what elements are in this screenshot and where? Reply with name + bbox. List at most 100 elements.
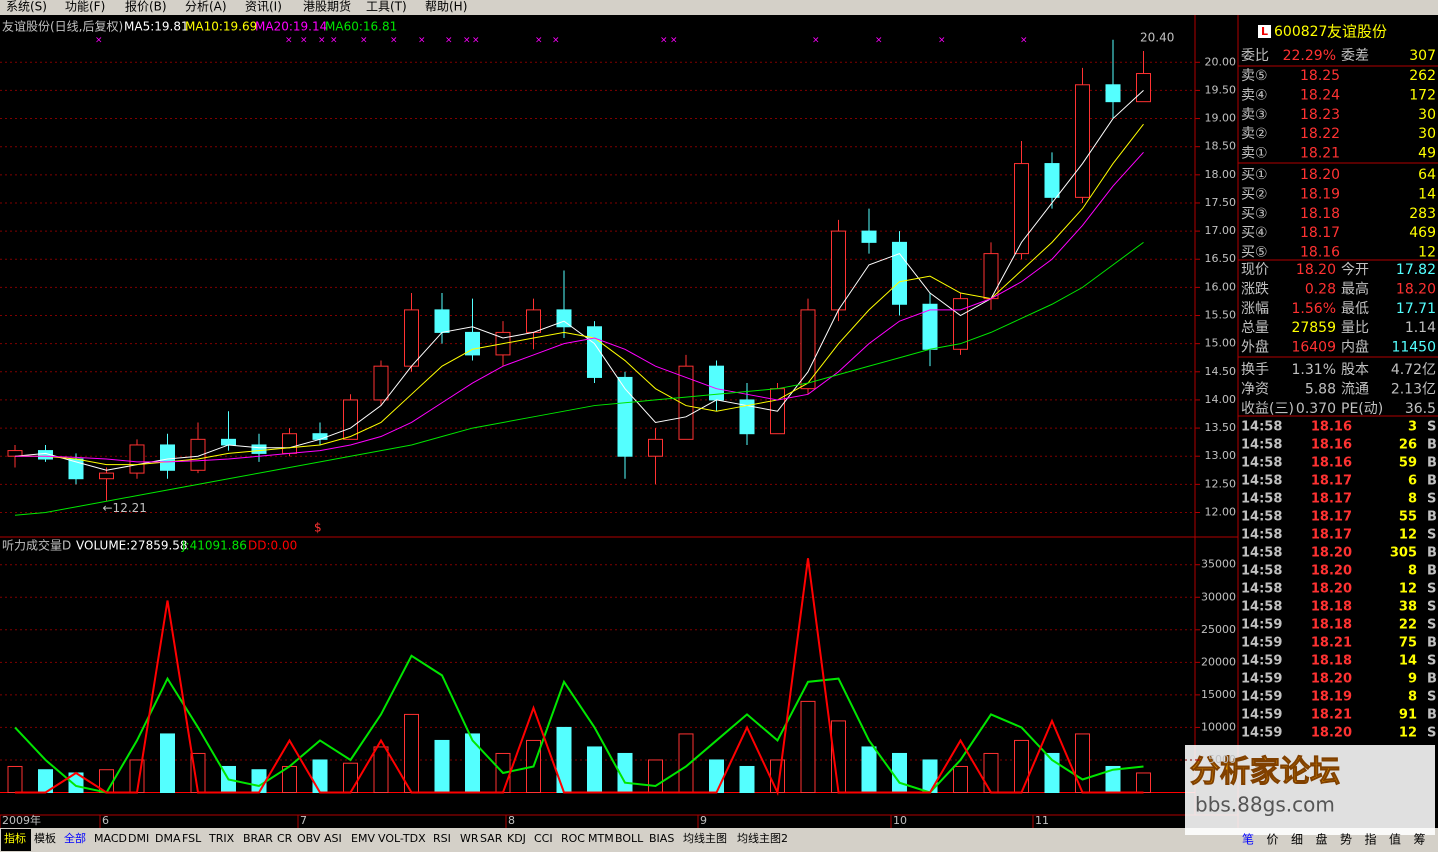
candle-body bbox=[343, 399, 358, 440]
volume-bar bbox=[556, 726, 572, 793]
menu-item[interactable]: 功能(F) bbox=[65, 0, 105, 14]
quote-cell: 最高 bbox=[1341, 280, 1369, 297]
candle-body bbox=[1136, 73, 1151, 103]
side-tab[interactable]: 笔 bbox=[1242, 832, 1254, 847]
trade-cell: 38 bbox=[1399, 600, 1417, 615]
volume-bar bbox=[434, 739, 450, 794]
side-tab[interactable]: 细 bbox=[1291, 833, 1303, 847]
menu-item[interactable]: 系统(S) bbox=[6, 0, 47, 14]
book-cell: 30 bbox=[1418, 126, 1436, 142]
tab[interactable]: KDJ bbox=[507, 832, 526, 845]
trade-cell: 18.17 bbox=[1311, 492, 1352, 507]
candle-body bbox=[1075, 84, 1090, 198]
quote-cell: 涨跌 bbox=[1241, 281, 1269, 297]
side-tab[interactable]: 盘 bbox=[1316, 832, 1328, 847]
quote-cell: 流通 bbox=[1341, 381, 1369, 397]
volume-bar bbox=[861, 746, 877, 793]
y-tick-label: 19.00 bbox=[1205, 112, 1237, 125]
menu-item[interactable]: 报价(B) bbox=[125, 0, 167, 14]
tab[interactable]: 均线主图2 bbox=[737, 831, 788, 845]
indicator-line bbox=[14, 654, 1144, 794]
tab[interactable]: VOL-TDX bbox=[378, 832, 426, 845]
tab[interactable]: WR bbox=[460, 832, 479, 845]
menu-item[interactable]: 工具(T) bbox=[366, 0, 407, 14]
tab[interactable]: 均线主图 bbox=[683, 831, 727, 845]
y-tick-label: 20000 bbox=[1201, 655, 1236, 668]
candle-body bbox=[160, 444, 175, 471]
tab[interactable]: RSI bbox=[433, 832, 451, 845]
tab[interactable]: BOLL bbox=[615, 832, 644, 845]
tab[interactable]: MTM bbox=[588, 832, 614, 845]
book-cell: 卖① bbox=[1241, 146, 1268, 162]
trade-cell: B bbox=[1427, 708, 1437, 723]
candle-body bbox=[465, 331, 480, 356]
marker: × bbox=[875, 36, 883, 46]
tab[interactable]: DMA bbox=[155, 832, 181, 845]
menu-item[interactable]: 帮助(H) bbox=[425, 0, 467, 14]
trade-cell: 14:58 bbox=[1241, 474, 1282, 489]
menu-item[interactable]: 港股期货 bbox=[303, 0, 351, 14]
trade-cell: S bbox=[1427, 654, 1436, 669]
quote-cell: 5.88 bbox=[1305, 381, 1336, 397]
volume-bar bbox=[160, 733, 175, 794]
tab[interactable]: MACD bbox=[94, 832, 127, 845]
side-tab[interactable]: 值 bbox=[1389, 832, 1401, 847]
tab[interactable]: EMV bbox=[351, 832, 375, 845]
tab[interactable]: SAR bbox=[480, 832, 503, 845]
quote-cell: 4.72亿 bbox=[1391, 362, 1436, 378]
book-cell: 卖④ bbox=[1241, 87, 1268, 103]
tab[interactable]: BIAS bbox=[649, 832, 674, 845]
marker: × bbox=[300, 36, 308, 46]
tab[interactable]: BRAR bbox=[243, 832, 273, 845]
marker: × bbox=[390, 36, 398, 46]
stock-name: 友谊股份 bbox=[1327, 23, 1387, 41]
marker: × bbox=[318, 36, 326, 46]
side-tab[interactable]: 筹 bbox=[1414, 833, 1426, 847]
y-tick-label: 14.00 bbox=[1205, 393, 1237, 406]
candle-body bbox=[678, 365, 694, 440]
side-tab[interactable]: 势 bbox=[1340, 833, 1352, 847]
tab[interactable]: TRIX bbox=[208, 832, 235, 845]
tab[interactable]: 模板 bbox=[34, 831, 56, 845]
trade-cell: S bbox=[1427, 618, 1436, 633]
y-tick-label: 15.50 bbox=[1205, 309, 1237, 322]
candle-body bbox=[587, 326, 602, 378]
y-tick-label: 17.00 bbox=[1205, 224, 1237, 237]
tab[interactable]: 全部 bbox=[64, 831, 86, 845]
book-cell: 买④ bbox=[1241, 225, 1268, 241]
trade-cell: S bbox=[1427, 492, 1436, 507]
book-cell: 469 bbox=[1409, 225, 1436, 241]
trade-cell: 26 bbox=[1399, 438, 1417, 453]
y-tick-label: 20.00 bbox=[1205, 55, 1237, 68]
marker: × bbox=[445, 36, 453, 46]
x-tick-label: 2009年 bbox=[2, 813, 41, 827]
marker: × bbox=[418, 36, 426, 46]
side-tab[interactable]: 指 bbox=[1365, 832, 1377, 847]
side-tab[interactable]: 价 bbox=[1267, 833, 1279, 847]
tab[interactable]: OBV bbox=[297, 832, 321, 845]
volume-bar bbox=[373, 746, 389, 793]
marker: × bbox=[535, 36, 543, 46]
tab[interactable]: FSL bbox=[182, 832, 202, 845]
tab[interactable]: 指标 bbox=[4, 831, 26, 845]
legend-item: MA20:19.14 bbox=[255, 20, 327, 34]
quote-cell: 0.370 bbox=[1296, 401, 1336, 417]
trade-cell: 14:58 bbox=[1241, 456, 1282, 471]
menu-item[interactable]: 资讯(I) bbox=[245, 0, 282, 14]
quote-cell: 36.5 bbox=[1405, 401, 1436, 417]
legend-item: J:41091.86 bbox=[181, 539, 247, 553]
y-tick-label: 16.00 bbox=[1205, 280, 1237, 293]
candle-body bbox=[831, 230, 846, 311]
y-tick-label: 30000 bbox=[1201, 590, 1236, 603]
tab[interactable]: CCI bbox=[534, 832, 553, 845]
tab[interactable]: ROC bbox=[561, 832, 585, 845]
quote-cell: 1.31% bbox=[1292, 362, 1336, 378]
tab[interactable]: ASI bbox=[324, 832, 342, 845]
tab[interactable]: CR bbox=[277, 832, 293, 845]
quote-cell: 股本 bbox=[1341, 362, 1369, 378]
trade-cell: 18.20 bbox=[1311, 726, 1352, 741]
quote-cell: 2.13亿 bbox=[1391, 381, 1436, 397]
trade-cell: 305 bbox=[1390, 546, 1417, 561]
menu-item[interactable]: 分析(A) bbox=[185, 0, 227, 14]
tab[interactable]: DMI bbox=[128, 832, 149, 845]
